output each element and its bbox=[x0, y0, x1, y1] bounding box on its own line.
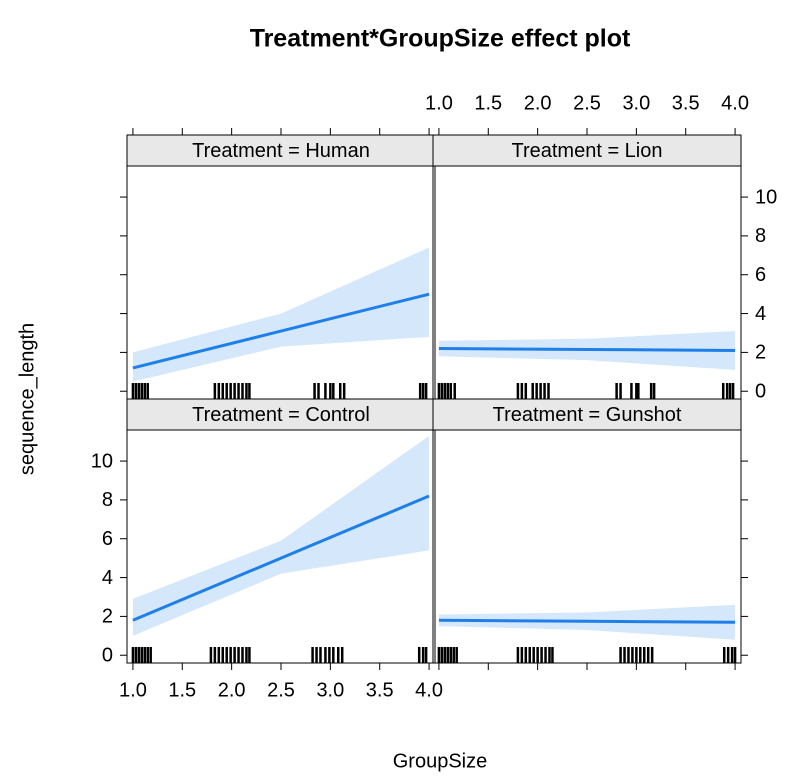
fit-line bbox=[132, 292, 430, 370]
y-tick-label: 8 bbox=[755, 225, 766, 247]
x-tick-label: 3.0 bbox=[622, 92, 650, 114]
x-axis-label: GroupSize bbox=[393, 750, 488, 772]
y-tick-label: 4 bbox=[755, 303, 766, 325]
y-tick-label: 2 bbox=[755, 342, 766, 364]
y-tick-label: 6 bbox=[755, 264, 766, 286]
x-tick-label: 2.0 bbox=[218, 679, 246, 701]
y-tick-label: 2 bbox=[102, 606, 113, 628]
strip-label: Treatment = Lion bbox=[511, 140, 662, 162]
y-tick-label: 10 bbox=[91, 450, 113, 472]
x-tick-label: 3.5 bbox=[366, 679, 394, 701]
x-tick-label: 4.0 bbox=[721, 92, 749, 114]
x-tick-label: 2.0 bbox=[524, 92, 552, 114]
y-tick-label: 0 bbox=[755, 381, 766, 403]
x-tick-label: 1.5 bbox=[168, 679, 196, 701]
y-tick-label: 8 bbox=[102, 489, 113, 511]
y-axis-label: sequence_length bbox=[16, 323, 38, 475]
x-tick-label: 4.0 bbox=[415, 679, 443, 701]
confidence-band bbox=[132, 247, 430, 382]
fit-line bbox=[438, 618, 736, 624]
strip-label: Treatment = Gunshot bbox=[493, 404, 682, 426]
fit-line bbox=[132, 494, 430, 622]
confidence-band bbox=[132, 435, 430, 636]
strip bbox=[432, 134, 742, 167]
strip-label: Treatment = Human bbox=[192, 140, 370, 162]
x-tick-label: 2.5 bbox=[573, 92, 601, 114]
y-tick-label: 0 bbox=[102, 645, 113, 667]
y-tick-label: 4 bbox=[102, 567, 113, 589]
x-tick-label: 1.5 bbox=[474, 92, 502, 114]
strip bbox=[432, 398, 742, 431]
chart-title: Treatment*GroupSize effect plot bbox=[250, 25, 631, 53]
strip-label: Treatment = Control bbox=[192, 404, 370, 426]
y-tick-label: 6 bbox=[102, 528, 113, 550]
x-tick-label: 1.0 bbox=[425, 92, 453, 114]
fit-line bbox=[438, 347, 736, 352]
x-tick-label: 1.0 bbox=[119, 679, 147, 701]
x-tick-label: 3.5 bbox=[672, 92, 700, 114]
y-tick-label: 10 bbox=[755, 186, 777, 208]
x-tick-label: 2.5 bbox=[267, 679, 295, 701]
x-tick-label: 3.0 bbox=[316, 679, 344, 701]
